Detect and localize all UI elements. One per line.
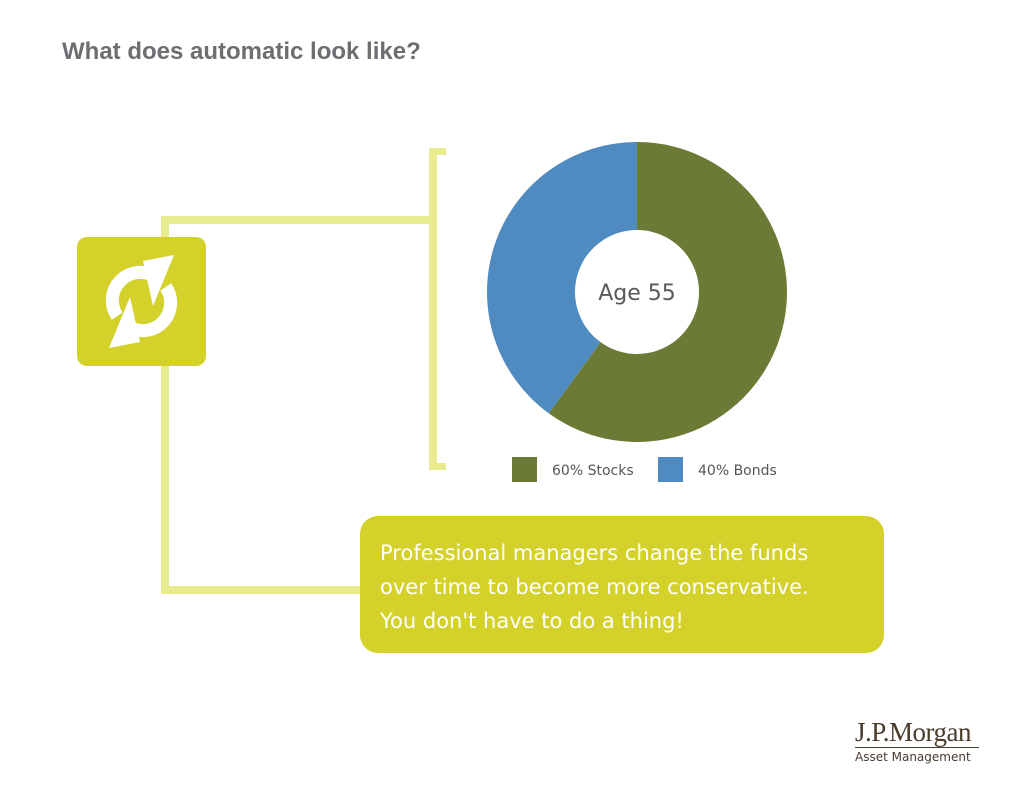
bracket-bottom-tick	[429, 463, 446, 470]
message-text: Professional managers change the funds o…	[380, 541, 809, 633]
connector-bottom-vertical	[161, 364, 169, 594]
logo-name: J.P.Morgan	[855, 717, 972, 747]
refresh-icon	[105, 255, 178, 348]
legend-label-stocks: 60% Stocks	[552, 463, 634, 479]
donut-chart: Age 55	[487, 142, 787, 442]
legend-swatch-stocks	[512, 457, 537, 482]
connector-top-vertical	[161, 216, 169, 240]
logo-rule	[855, 747, 979, 748]
icon-tile	[77, 237, 206, 366]
bracket-top-tick	[429, 148, 446, 155]
center-label: Age 55	[598, 281, 676, 306]
connector-top-horizontal	[161, 216, 433, 224]
donut-slice-bonds	[487, 142, 637, 414]
message-box: Professional managers change the funds o…	[360, 516, 884, 653]
legend-swatch-bonds	[658, 457, 683, 482]
jpmorgan-logo: J.P.Morgan Asset Management	[855, 718, 979, 764]
donut-slice-stocks	[548, 142, 787, 442]
connector-bottom-horizontal	[161, 586, 363, 594]
legend-label-bonds: 40% Bonds	[698, 463, 777, 479]
bracket-vertical	[429, 148, 437, 470]
logo-subtitle: Asset Management	[855, 750, 971, 764]
slide-title: What does automatic look like?	[62, 38, 421, 65]
